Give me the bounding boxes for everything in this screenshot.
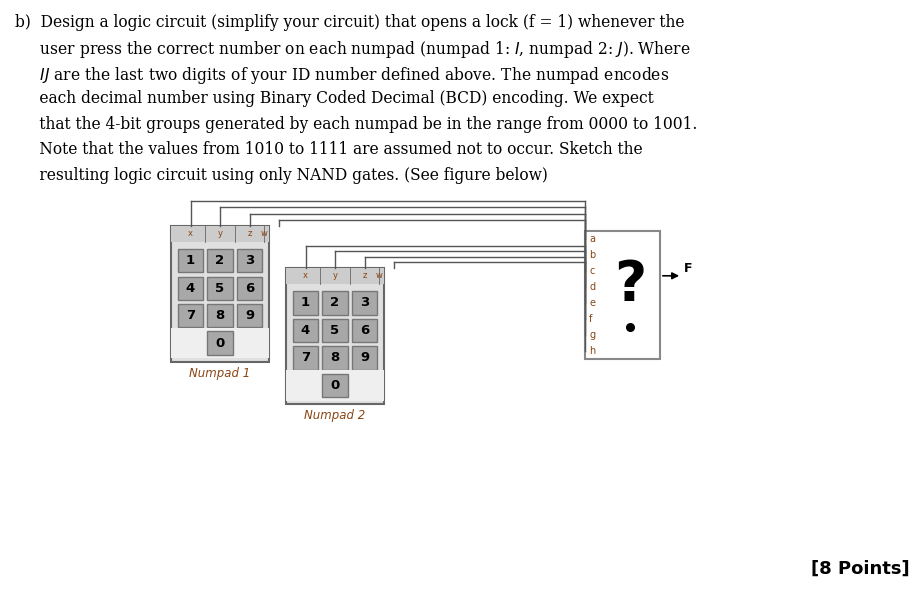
Text: 2: 2 (215, 254, 225, 267)
Text: ?: ? (614, 257, 646, 312)
FancyBboxPatch shape (207, 331, 233, 355)
Text: 5: 5 (215, 282, 225, 295)
Text: z: z (362, 272, 367, 281)
Text: resulting logic circuit using only NAND gates. (See figure below): resulting logic circuit using only NAND … (15, 167, 548, 184)
Text: w: w (261, 229, 268, 238)
Text: 6: 6 (245, 282, 254, 295)
FancyBboxPatch shape (207, 249, 233, 272)
Text: d: d (589, 282, 595, 292)
FancyBboxPatch shape (207, 277, 233, 300)
Text: x: x (303, 272, 308, 281)
FancyBboxPatch shape (352, 291, 377, 315)
Text: that the 4-bit groups generated by each numpad be in the range from 0000 to 1001: that the 4-bit groups generated by each … (15, 116, 698, 133)
FancyBboxPatch shape (585, 231, 660, 359)
Text: 7: 7 (301, 351, 310, 364)
FancyBboxPatch shape (322, 374, 347, 397)
Text: 0: 0 (331, 378, 340, 392)
Text: 4: 4 (186, 282, 195, 295)
FancyBboxPatch shape (352, 346, 377, 370)
Text: y: y (333, 272, 337, 281)
FancyBboxPatch shape (322, 346, 347, 370)
FancyBboxPatch shape (286, 268, 384, 404)
Text: 8: 8 (331, 351, 340, 364)
Text: b: b (589, 250, 595, 260)
Text: z: z (248, 229, 251, 238)
Text: 1: 1 (186, 254, 195, 267)
FancyBboxPatch shape (237, 277, 262, 300)
FancyBboxPatch shape (171, 226, 269, 362)
Text: each decimal number using Binary Coded Decimal (BCD) encoding. We expect: each decimal number using Binary Coded D… (15, 91, 654, 107)
FancyBboxPatch shape (177, 249, 203, 272)
Text: 8: 8 (215, 309, 225, 322)
Text: y: y (217, 229, 223, 238)
Text: 9: 9 (360, 351, 369, 364)
Text: 0: 0 (215, 337, 225, 350)
Text: user press the correct number on each numpad (numpad 1: $I$, numpad 2: $J$). Whe: user press the correct number on each nu… (15, 39, 691, 61)
FancyBboxPatch shape (177, 277, 203, 300)
FancyBboxPatch shape (293, 291, 318, 315)
Text: a: a (589, 234, 595, 244)
Text: b)  Design a logic circuit (simplify your circuit) that opens a lock (f = 1) whe: b) Design a logic circuit (simplify your… (15, 14, 685, 31)
Text: c: c (589, 266, 594, 276)
Text: x: x (188, 229, 193, 238)
Text: h: h (589, 346, 595, 356)
Text: 9: 9 (245, 309, 254, 322)
Text: 3: 3 (359, 296, 369, 309)
FancyBboxPatch shape (171, 226, 269, 242)
Text: Numpad 1: Numpad 1 (189, 367, 250, 380)
FancyBboxPatch shape (237, 249, 262, 272)
FancyBboxPatch shape (171, 328, 269, 359)
Text: Numpad 2: Numpad 2 (304, 409, 366, 422)
Text: $IJ$ are the last two digits of your ID number defined above. The numpad encodes: $IJ$ are the last two digits of your ID … (15, 65, 669, 86)
FancyBboxPatch shape (322, 291, 347, 315)
Text: Note that the values from 1010 to 1111 are assumed not to occur. Sketch the: Note that the values from 1010 to 1111 a… (15, 141, 642, 159)
FancyBboxPatch shape (286, 268, 384, 284)
Text: 2: 2 (331, 296, 339, 309)
FancyBboxPatch shape (207, 304, 233, 327)
Text: 4: 4 (301, 324, 310, 337)
FancyBboxPatch shape (286, 370, 384, 401)
FancyBboxPatch shape (352, 318, 377, 342)
Text: e: e (589, 298, 595, 308)
FancyBboxPatch shape (293, 346, 318, 370)
FancyBboxPatch shape (322, 318, 347, 342)
Text: f: f (589, 314, 592, 324)
FancyBboxPatch shape (293, 318, 318, 342)
FancyBboxPatch shape (237, 304, 262, 327)
Text: 3: 3 (245, 254, 254, 267)
Text: 6: 6 (359, 324, 369, 337)
Text: 5: 5 (331, 324, 339, 337)
Text: 7: 7 (186, 309, 195, 322)
Text: 1: 1 (301, 296, 310, 309)
Text: g: g (589, 330, 595, 340)
Text: [8 Points]: [8 Points] (811, 560, 910, 578)
Text: w: w (376, 272, 383, 281)
Text: F: F (684, 262, 692, 275)
FancyBboxPatch shape (177, 304, 203, 327)
